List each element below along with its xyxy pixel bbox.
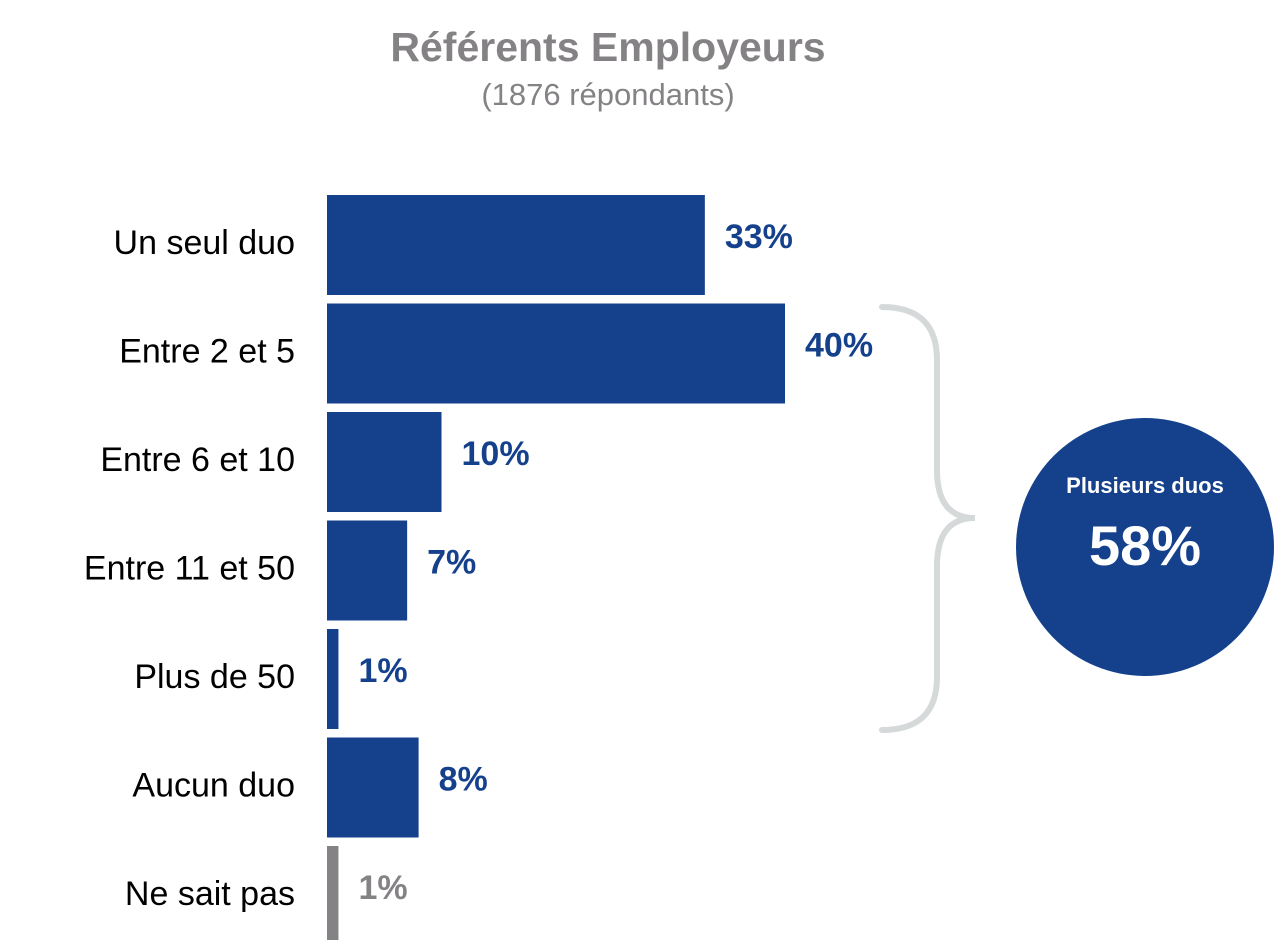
summary-value: 58% bbox=[1089, 514, 1201, 577]
category-label: Aucun duo bbox=[132, 766, 295, 804]
value-label: 1% bbox=[358, 869, 407, 907]
bar bbox=[327, 737, 419, 838]
bar bbox=[327, 846, 339, 940]
value-label: 40% bbox=[805, 326, 873, 364]
chart-title: Référents Employeurs bbox=[390, 24, 825, 70]
category-label: Un seul duo bbox=[114, 224, 295, 262]
bracket bbox=[879, 304, 976, 733]
value-label: 1% bbox=[358, 652, 407, 690]
summary-label: Plusieurs duos bbox=[1066, 473, 1224, 498]
value-label: 33% bbox=[725, 218, 793, 256]
value-label: 10% bbox=[462, 435, 530, 473]
bar bbox=[327, 412, 442, 512]
bar bbox=[327, 303, 785, 404]
category-label: Entre 11 et 50 bbox=[84, 549, 295, 587]
category-label: Plus de 50 bbox=[134, 658, 295, 696]
bar bbox=[327, 520, 408, 621]
category-label: Entre 6 et 10 bbox=[100, 441, 295, 479]
chart-subtitle: (1876 répondants) bbox=[481, 77, 734, 112]
value-label: 7% bbox=[427, 543, 476, 581]
value-label: 8% bbox=[439, 760, 488, 798]
category-label: Ne sait pas bbox=[125, 875, 295, 913]
bar bbox=[327, 629, 339, 729]
bar bbox=[327, 195, 705, 295]
category-label: Entre 2 et 5 bbox=[119, 332, 295, 370]
summary-circle bbox=[1016, 418, 1274, 676]
